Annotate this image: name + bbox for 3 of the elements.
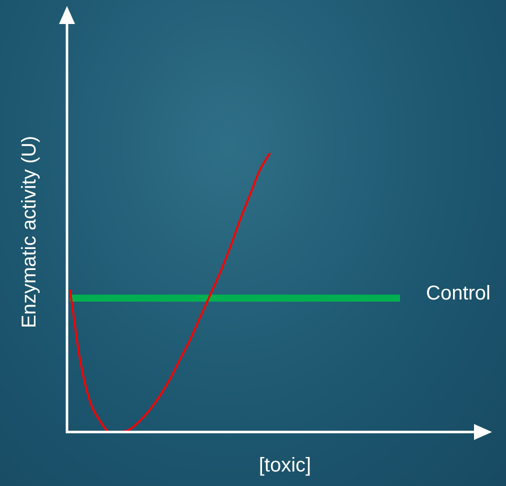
x-axis-title: [toxic] bbox=[258, 454, 312, 477]
y-axis-title: Enzymatic activity (U) bbox=[18, 136, 41, 328]
series-label: Control bbox=[426, 282, 490, 305]
